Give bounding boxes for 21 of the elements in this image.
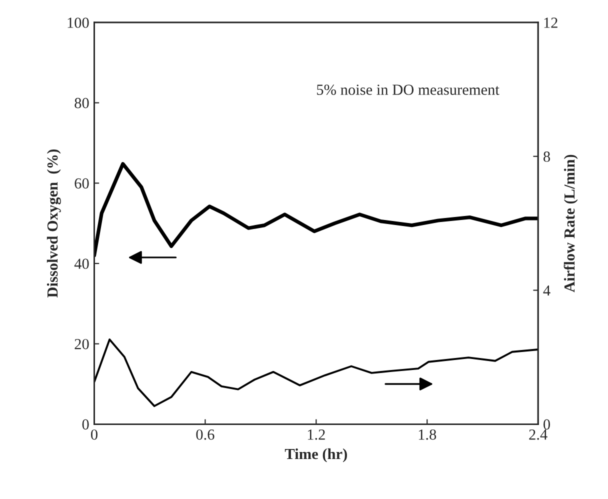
x-tick-label: 0.6	[196, 429, 214, 440]
line-series	[94, 338, 538, 408]
x-axis-title: Time (hr)	[284, 448, 347, 462]
y2-tick-label: 8	[544, 151, 550, 162]
y2-tick-label: 12	[544, 18, 558, 28]
y-tick-label: 0	[82, 419, 89, 430]
y2-axis-title: Airflow Rate (L/min)	[564, 154, 578, 292]
line-series	[94, 162, 538, 258]
y-tick-label: 40	[74, 258, 89, 269]
x-tick-label: 2.4	[529, 429, 548, 440]
x-tick-label: 1.2	[308, 429, 325, 440]
annotation: 5% noise in DO measurement	[317, 84, 500, 95]
x-tick-label: 0	[91, 429, 98, 440]
y2-tick-label: 4	[543, 285, 550, 296]
y-axis-title: Dissolved Oxygen (%)	[46, 149, 61, 298]
y2-tick-label: 0	[544, 419, 550, 430]
y-tick-label: 60	[74, 178, 89, 189]
y-tick-label: 100	[68, 18, 89, 28]
x-tick-label: 1.8	[418, 429, 436, 440]
y-tick-label: 20	[74, 338, 89, 350]
y-tick-label: 80	[74, 98, 89, 108]
